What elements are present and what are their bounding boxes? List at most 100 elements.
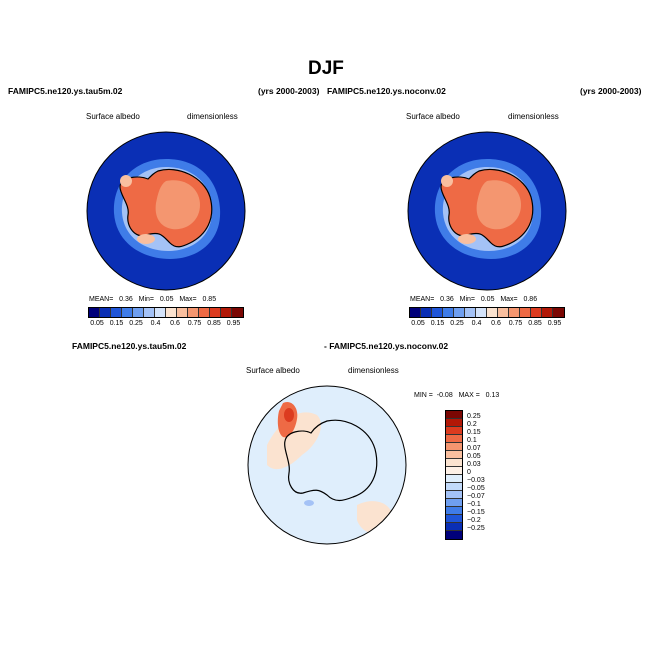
colorbar-cell	[446, 475, 462, 483]
colorbar-cell	[446, 451, 462, 459]
left-variable: Surface albedo	[86, 112, 140, 121]
colorbar-cell	[498, 308, 509, 317]
colorbar-cell	[446, 483, 462, 491]
colorbar-cell	[446, 467, 462, 475]
diff-stats: MIN = -0.08 MAX = 0.13	[414, 392, 499, 399]
colorbar-cell	[446, 435, 462, 443]
left-colorbar	[88, 307, 244, 318]
colorbar-tick-label: −0.2	[467, 517, 481, 524]
left-units: dimensionless	[187, 112, 238, 121]
right-colorbar-labels: 0.05 0.15 0.25 0.4 0.6 0.75 0.85 0.95	[409, 320, 563, 330]
diff-colorbar-labels: 0.25 0.2 0.15 0.1 0.07 0.05 0.03 0 −0.03 −0.05 −0.…	[467, 410, 507, 538]
colorbar-cell	[89, 308, 100, 317]
colorbar-cell	[166, 308, 177, 317]
colorbar-cell	[199, 308, 210, 317]
colorbar-cell	[446, 499, 462, 507]
colorbar-tick-label: 0.25	[450, 320, 464, 327]
colorbar-tick-label: 0.05	[411, 320, 425, 327]
diff-case-b: - FAMIPC5.ne120.ys.noconv.02	[324, 341, 449, 351]
colorbar-cell	[553, 308, 564, 317]
colorbar-cell	[531, 308, 542, 317]
colorbar-tick-label: 0.2	[467, 421, 477, 428]
colorbar-tick-label: −0.1	[467, 501, 481, 508]
mean-value: 0.36	[440, 296, 454, 303]
colorbar-cell	[454, 308, 465, 317]
colorbar-tick-label: 0.1	[467, 437, 477, 444]
figure-title: DJF	[308, 58, 344, 79]
colorbar-cell	[133, 308, 144, 317]
colorbar-cell	[446, 523, 462, 531]
colorbar-cell	[111, 308, 122, 317]
colorbar-cell	[446, 443, 462, 451]
max-value: 0.86	[523, 296, 538, 303]
colorbar-tick-label: 0.75	[187, 320, 202, 327]
colorbar-cell	[446, 491, 462, 499]
colorbar-cell	[122, 308, 133, 317]
colorbar-tick-label: 0.15	[430, 320, 445, 327]
colorbar-cell	[542, 308, 553, 317]
right-polar-map	[407, 131, 567, 291]
colorbar-cell	[446, 507, 462, 515]
colorbar-tick-label: 0.6	[491, 320, 501, 327]
colorbar-cell	[520, 308, 531, 317]
diff-units: dimensionless	[348, 366, 399, 375]
colorbar-tick-label: −0.05	[467, 485, 485, 492]
ross-sea-ice	[458, 234, 476, 244]
colorbar-tick-label: 0.03	[467, 461, 481, 468]
right-variable: Surface albedo	[406, 112, 460, 121]
min-value: 0.05	[480, 296, 495, 303]
left-stats: MEAN= 0.36 Min= 0.05 Max= 0.85	[89, 296, 216, 303]
max-value: 0.85	[202, 296, 217, 303]
right-units: dimensionless	[508, 112, 559, 121]
left-colorbar-labels: 0.05 0.15 0.25 0.4 0.6 0.75 0.85 0.95	[88, 320, 242, 330]
colorbar-tick-label: 0.4	[471, 320, 482, 327]
colorbar-cell	[410, 308, 421, 317]
interior-plateau	[476, 180, 521, 230]
peninsula-ice	[120, 175, 132, 187]
antarctica-coastline	[284, 419, 378, 502]
colorbar-tick-label: −0.07	[467, 493, 485, 500]
colorbar-tick-label: 0.07	[467, 445, 481, 452]
min-label: Min=	[138, 296, 154, 303]
min-value: -0.08	[436, 392, 453, 399]
colorbar-tick-label: 0.05	[90, 320, 104, 327]
right-case-name: FAMIPC5.ne120.ys.noconv.02	[327, 86, 446, 96]
colorbar-cell	[177, 308, 188, 317]
colorbar-tick-label: −0.03	[467, 477, 485, 484]
colorbar-cell	[432, 308, 443, 317]
max-value: 0.13	[485, 392, 500, 399]
diff-polar-map	[247, 385, 407, 545]
colorbar-tick-label: 0	[467, 469, 471, 476]
colorbar-tick-label: 0.15	[467, 429, 481, 436]
colorbar-cell	[465, 308, 476, 317]
colorbar-tick-label: 0.95	[226, 320, 241, 327]
colorbar-cell	[446, 427, 462, 435]
colorbar-cell	[100, 308, 111, 317]
colorbar-tick-label: 0.6	[170, 320, 180, 327]
diff-colorbar	[445, 410, 463, 540]
diff-case-a: FAMIPC5.ne120.ys.tau5m.02	[72, 341, 187, 351]
colorbar-tick-label: −0.15	[467, 509, 485, 516]
colorbar-cell	[446, 419, 462, 427]
mean-label: MEAN=	[89, 296, 114, 303]
colorbar-cell	[155, 308, 166, 317]
interior-plateau	[155, 180, 200, 230]
colorbar-tick-label: 0.75	[508, 320, 523, 327]
colorbar-tick-label: 0.85	[207, 320, 221, 327]
colorbar-cell	[509, 308, 520, 317]
negative-difference-patch	[304, 500, 314, 506]
right-stats: MEAN= 0.36 Min= 0.05 Max= 0.86	[410, 296, 537, 303]
left-polar-map	[86, 131, 246, 291]
peninsula-ice	[441, 175, 453, 187]
diff-variable: Surface albedo	[246, 366, 300, 375]
mean-value: 0.36	[119, 296, 133, 303]
colorbar-cell	[446, 531, 462, 539]
max-label: Max=	[179, 296, 197, 303]
min-label: Min=	[459, 296, 475, 303]
colorbar-tick-label: 0.05	[467, 453, 481, 460]
colorbar-cell	[232, 308, 243, 317]
right-colorbar	[409, 307, 565, 318]
max-label: MAX =	[458, 392, 480, 399]
colorbar-cell	[210, 308, 221, 317]
colorbar-tick-label: 0.95	[547, 320, 562, 327]
